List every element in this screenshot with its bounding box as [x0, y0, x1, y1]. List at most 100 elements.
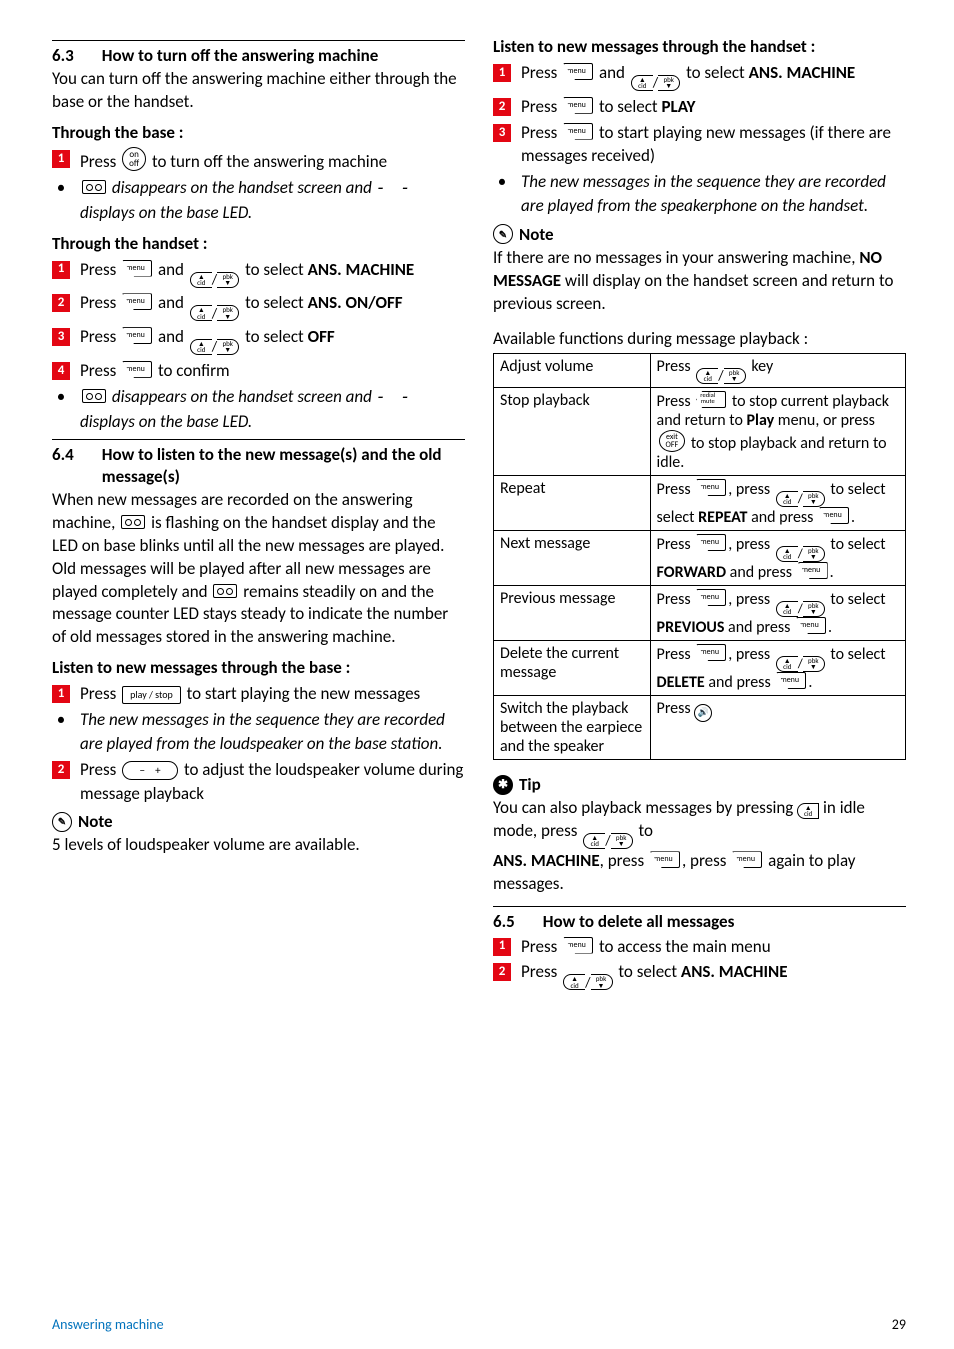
footer-page-number: 29 — [892, 1316, 906, 1333]
up-down-key-icon: ▲cid/pbk▼ — [583, 832, 632, 851]
listen-base-steps: 1 Press play / stop to start playing the… — [52, 682, 465, 805]
list-item: 4 Press to confirm — [52, 359, 465, 383]
table-row: Previous message Press , press ▲cid/pbk▼… — [494, 586, 906, 641]
text: , press — [728, 590, 770, 609]
text: displays on the base LED. — [80, 202, 252, 223]
step-text: Press play / stop to start playing the n… — [80, 682, 465, 706]
menu-key-icon — [732, 851, 762, 868]
redial-mute-key-icon — [696, 391, 726, 408]
up-down-key-icon: ▲cid/pbk▼ — [776, 491, 825, 507]
section-title: How to turn off the answering machine — [102, 45, 465, 66]
text: to confirm — [158, 360, 230, 381]
note-label: Note — [519, 224, 554, 245]
section-6.4-header: 6.4 How to listen to the new message(s) … — [52, 444, 465, 487]
menu-key-icon — [696, 589, 726, 606]
menu-key-icon — [563, 123, 593, 140]
table-cell: Press , press ▲cid/pbk▼ to select select… — [650, 476, 905, 531]
tape-icon — [82, 180, 106, 194]
text: If there are no messages in your answeri… — [493, 247, 856, 268]
play-stop-key-icon: play / stop — [122, 686, 181, 704]
text: You can also playback messages by pressi… — [493, 797, 793, 818]
text: Press — [521, 96, 557, 117]
text: Press — [657, 590, 691, 609]
list-item: 1 Press and ▲cid/pbk▼ to select ANS. MAC… — [52, 258, 465, 290]
table-row: Adjust volume Press ▲cid/pbk▼ key — [494, 353, 906, 388]
tip-icon: ✱ — [493, 775, 513, 795]
menu-key-icon — [798, 562, 828, 579]
up-down-key-icon: ▲cid/pbk▼ — [696, 367, 745, 384]
text: to select — [830, 480, 885, 499]
section-number: 6.5 — [493, 911, 515, 932]
divider — [52, 439, 465, 440]
list-item: 2 Press and ▲cid/pbk▼ to select ANS. ON/… — [52, 291, 465, 323]
step-text: Press to select PLAY — [521, 95, 906, 119]
text: Press — [521, 122, 557, 143]
note-heading: ✎ Note — [52, 811, 465, 832]
list-item: 1 Press play / stop to start playing the… — [52, 682, 465, 706]
base-steps: 1 Press onoff to turn off the answering … — [52, 147, 465, 224]
menu-key-icon — [563, 63, 593, 80]
step-text: Press to access the main menu — [521, 935, 906, 959]
up-down-key-icon: ▲cid/pbk▼ — [631, 73, 680, 93]
speaker-key-icon: 🔊 — [694, 704, 712, 722]
table-cell: Previous message — [494, 586, 651, 641]
exit-off-key-icon: exitOFF — [659, 430, 686, 452]
menu-key-icon — [776, 672, 806, 689]
tape-icon — [82, 389, 106, 403]
text: Press — [521, 936, 557, 957]
list-item: • The new messages in the sequence they … — [493, 170, 906, 218]
up-key-icon: ▲cid — [797, 803, 819, 819]
divider — [493, 906, 906, 907]
step-text: The new messages in the sequence they ar… — [80, 708, 465, 756]
list-item: • The new messages in the sequence they … — [52, 708, 465, 756]
text: to stop playback and return to idle. — [657, 434, 887, 472]
menu-label: ANS. ON/OFF — [308, 292, 403, 313]
menu-key-icon — [696, 479, 726, 496]
menu-key-icon — [819, 507, 849, 524]
menu-key-icon — [696, 644, 726, 661]
footer-section-label: Answering machine — [52, 1316, 164, 1333]
list-item: 1 Press and ▲cid/pbk▼ to select ANS. MAC… — [493, 61, 906, 93]
menu-key-icon — [650, 851, 680, 868]
up-down-key-icon: ▲cid/pbk▼ — [776, 546, 825, 562]
list-item: 2 Press − + to adjust the loudspeaker vo… — [52, 758, 465, 806]
step-number-icon: 1 — [52, 685, 70, 703]
text: to start playing the new messages — [187, 683, 421, 704]
text: to select — [686, 62, 745, 83]
list-item: • disappears on the handset screen and -… — [52, 385, 465, 434]
bullet-icon: • — [52, 708, 70, 732]
menu-key-icon — [122, 327, 152, 344]
text: Press — [657, 645, 691, 664]
section-6.3-header: 6.3 How to turn off the answering machin… — [52, 45, 465, 66]
step-number-icon: 1 — [493, 64, 511, 82]
menu-label: ANS. MACHINE — [749, 62, 856, 83]
text: to select — [245, 292, 304, 313]
text: Press — [657, 480, 691, 499]
list-item: 1 Press onoff to turn off the answering … — [52, 147, 465, 174]
menu-label: OFF — [308, 326, 335, 347]
menu-key-icon — [796, 617, 826, 634]
step-text: Press and ▲cid/pbk▼ to select ANS. MACHI… — [521, 61, 906, 93]
text-bold: REPEAT — [698, 508, 747, 527]
listen-handset-steps: 1 Press and ▲cid/pbk▼ to select ANS. MAC… — [493, 61, 906, 218]
text: Press — [80, 360, 116, 381]
tape-icon — [213, 584, 237, 598]
step-text: Press to start playing new messages (if … — [521, 121, 906, 169]
section-title: How to listen to the new message(s) and … — [102, 444, 465, 487]
text: to select — [245, 326, 304, 347]
text: to select — [618, 961, 677, 982]
text-bold: FORWARD — [657, 563, 726, 582]
divider — [52, 40, 465, 41]
up-down-key-icon: ▲cid/pbk▼ — [776, 656, 825, 672]
text: , press — [600, 850, 644, 871]
table-cell: Switch the playback between the earpiece… — [494, 696, 651, 760]
note-body: 5 levels of loudspeaker volume are avail… — [52, 834, 465, 857]
text: and — [158, 326, 184, 347]
tip-label: Tip — [519, 774, 541, 795]
tip-body: You can also playback messages by pressi… — [493, 797, 906, 896]
table-cell: Press ▲cid/pbk▼ key — [650, 353, 905, 388]
menu-label: ANS. MACHINE — [308, 259, 415, 280]
step-number-icon: 3 — [493, 124, 511, 142]
dashes-icon: - - — [376, 178, 413, 198]
note-body: If there are no messages in your answeri… — [493, 247, 906, 316]
